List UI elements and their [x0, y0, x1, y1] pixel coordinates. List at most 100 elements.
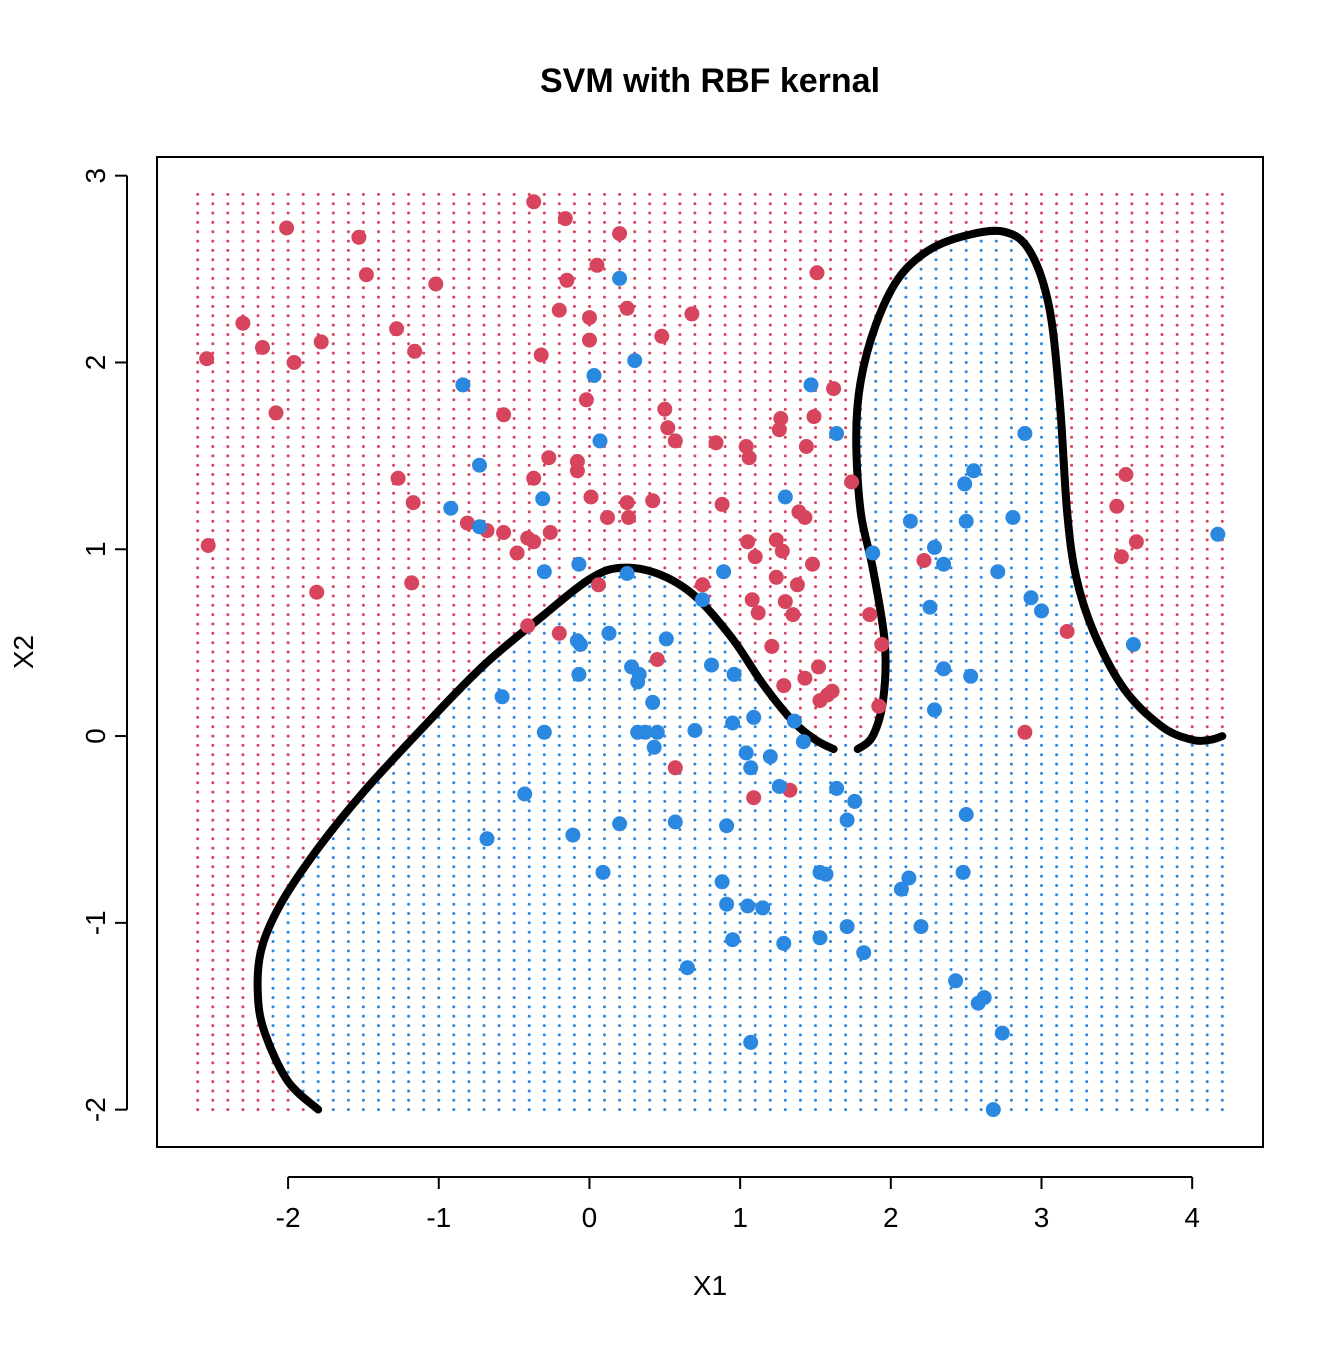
grid-dot: [377, 482, 380, 486]
grid-dot: [663, 1089, 667, 1093]
grid-dot: [452, 491, 456, 495]
grid-dot: [377, 837, 380, 841]
grid-dot: [934, 192, 938, 196]
grid-dot: [256, 659, 260, 663]
grid-dot: [874, 473, 878, 476]
grid-dot: [949, 921, 953, 925]
grid-dot: [919, 1061, 923, 1065]
grid-dot: [798, 370, 802, 374]
grid-dot: [798, 417, 802, 420]
grid-dot: [196, 865, 200, 869]
grid-dot: [829, 417, 832, 420]
grid-dot: [512, 874, 516, 878]
grid-dot: [783, 473, 787, 476]
grid-dot: [949, 996, 953, 1000]
grid-dot: [226, 697, 230, 701]
grid-dot: [316, 874, 320, 878]
grid-dot: [241, 856, 245, 859]
grid-dot: [738, 865, 742, 869]
grid-dot: [648, 771, 652, 775]
grid-dot: [422, 575, 426, 579]
grid-dot: [693, 743, 697, 747]
grid-dot: [633, 286, 637, 290]
grid-dot: [783, 220, 787, 224]
grid-dot: [256, 276, 260, 280]
grid-dot: [241, 603, 245, 607]
grid-dot: [633, 865, 637, 869]
grid-dot: [407, 342, 411, 346]
grid-dot: [889, 613, 893, 617]
grid-dot: [693, 463, 697, 467]
grid-dot: [768, 930, 772, 934]
grid-dot: [497, 659, 501, 663]
grid-dot: [934, 771, 938, 775]
grid-dot: [633, 631, 637, 635]
grid-dot: [241, 445, 245, 448]
grid-dot: [798, 1070, 802, 1074]
grid-dot: [738, 622, 742, 626]
grid-dot: [527, 547, 531, 551]
grid-dot: [301, 799, 305, 803]
grid-dot: [814, 715, 817, 719]
grid-dot: [392, 435, 396, 439]
grid-dot: [723, 519, 727, 523]
grid-dot: [482, 762, 486, 766]
grid-dot: [467, 771, 471, 775]
grid-dot: [889, 398, 893, 402]
grid-dot: [753, 463, 757, 467]
grid-dot: [949, 743, 953, 747]
grid-dot: [783, 1080, 787, 1084]
grid-dot: [663, 529, 667, 533]
grid-dot: [768, 239, 772, 243]
grid-dot: [301, 631, 305, 635]
grid-dot: [738, 547, 742, 551]
grid-dot: [256, 762, 260, 766]
grid-dot: [557, 706, 561, 710]
grid-dot: [859, 846, 863, 850]
grid-dot: [829, 220, 832, 224]
grid-dot: [422, 304, 426, 308]
grid-dot: [859, 902, 863, 906]
grid-dot: [829, 342, 832, 346]
grid-dot: [407, 986, 411, 990]
grid-dot: [588, 799, 591, 803]
grid-dot: [196, 650, 200, 654]
grid-dot: [271, 389, 275, 392]
grid-dot: [572, 622, 576, 626]
grid-dot: [452, 473, 456, 476]
grid-dot: [437, 687, 441, 691]
grid-dot: [783, 276, 787, 280]
grid-dot: [829, 202, 832, 206]
grid-dot: [542, 715, 546, 719]
grid-dot: [633, 622, 637, 626]
grid-dot: [889, 566, 893, 570]
grid-dot: [844, 370, 848, 374]
grid-dot: [738, 389, 742, 392]
grid-dot: [542, 1033, 546, 1037]
grid-dot: [934, 426, 938, 430]
grid-dot: [512, 417, 516, 420]
grid-dot: [693, 1108, 697, 1112]
grid-dot: [949, 790, 953, 794]
grid-dot: [392, 715, 396, 719]
grid-dot: [904, 622, 908, 626]
grid-dot: [889, 267, 893, 271]
grid-dot: [346, 426, 350, 430]
grid-dot: [392, 547, 396, 551]
grid-dot: [407, 220, 411, 224]
grid-dot: [331, 417, 335, 420]
grid-dot: [256, 1061, 260, 1065]
grid-dot: [618, 996, 622, 1000]
grid-dot: [482, 1033, 486, 1037]
grid-dot: [723, 921, 727, 925]
grid-dot: [572, 547, 576, 551]
grid-dot: [693, 986, 697, 990]
grid-dot: [663, 790, 667, 794]
grid-dot: [693, 417, 697, 420]
grid-dot: [588, 547, 591, 551]
grid-dot: [241, 659, 245, 663]
grid-dot: [768, 669, 772, 673]
grid-dot: [648, 996, 652, 1000]
grid-dot: [346, 538, 350, 542]
grid-dot: [286, 996, 290, 1000]
